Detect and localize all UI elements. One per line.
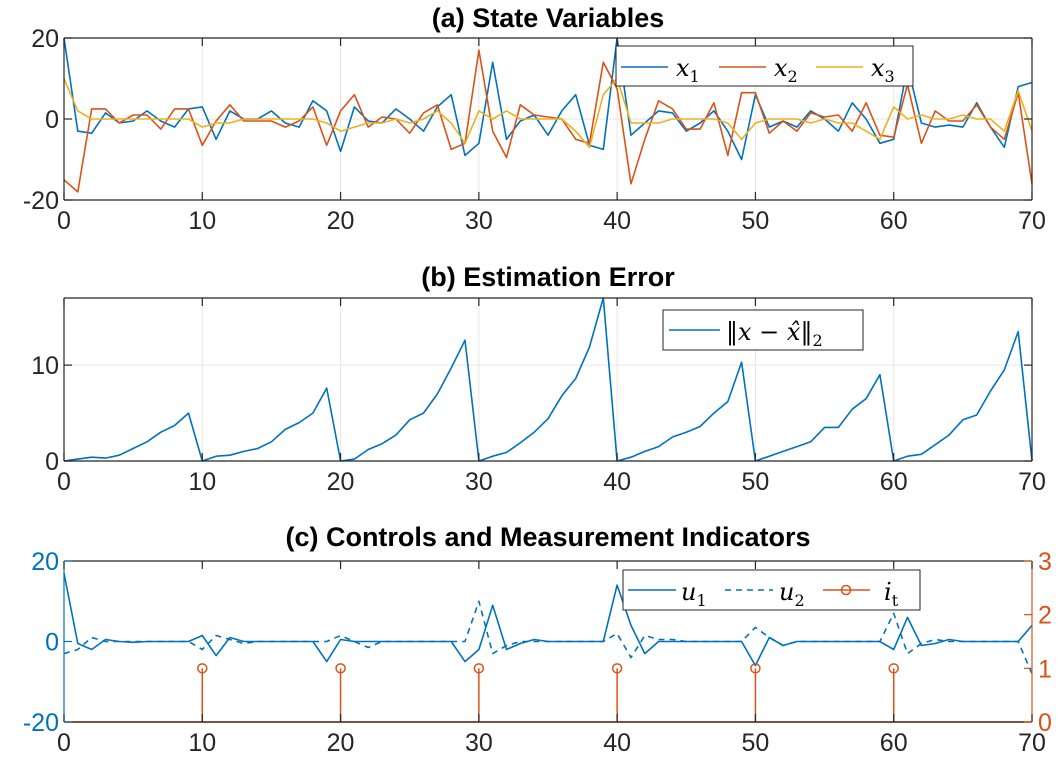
y-tick-label: 0: [45, 629, 59, 657]
panel-a-legend-box: [615, 45, 914, 87]
x-tick-label: 30: [465, 729, 493, 757]
panel-b: (b) Estimation Error 0 10 20 30 40 50 60 70010 …: [31, 262, 1046, 496]
y2-tick-label: 0: [1038, 709, 1052, 737]
series-line-x2: [63, 49, 1033, 193]
series-line-x3: [63, 77, 1033, 149]
y-tick-label: -20: [23, 709, 59, 737]
panel-a-legend: x1 x2 x3: [615, 45, 914, 87]
x-tick-label: 70: [1018, 207, 1046, 235]
x-tick-label: 70: [1018, 729, 1046, 757]
legend-label-x1: x1: [676, 54, 700, 86]
x-tick-label: 20: [327, 729, 355, 757]
x-tick-label: 0: [57, 468, 71, 496]
x-tick-label: 10: [188, 207, 216, 235]
x-tick-label: 0: [57, 207, 71, 235]
legend-label-it: it: [884, 578, 899, 610]
panel-b-title: (b) Estimation Error: [421, 262, 675, 292]
x-tick-label: 10: [188, 729, 216, 757]
x-tick-label: 10: [188, 468, 216, 496]
x-tick-label: 60: [880, 207, 908, 235]
panel-c-legend: u1 u2 it: [622, 569, 921, 611]
panel-c: (c) Controls and Measurement Indicators …: [23, 522, 1052, 757]
series-line-xx2: [63, 297, 1033, 462]
stem-marker-it: [197, 663, 208, 674]
x-tick-label: 60: [880, 468, 908, 496]
y-tick-label: 20: [31, 25, 59, 53]
x-tick-label: 50: [742, 729, 770, 757]
x-tick-label: 40: [603, 207, 631, 235]
legend-label-u1: u1: [681, 578, 707, 610]
panel-c-title: (c) Controls and Measurement Indicators: [285, 522, 810, 552]
x-tick-label: 0: [57, 729, 71, 757]
y-tick-label: 0: [45, 106, 59, 134]
series-line-u2: [63, 600, 1033, 675]
x-tick-label: 40: [603, 468, 631, 496]
y2-tick-label: 2: [1038, 602, 1052, 630]
panel-b-legend: ‖x − x̂‖2: [662, 309, 864, 351]
y-tick-label: 20: [31, 548, 59, 576]
x-tick-label: 50: [742, 468, 770, 496]
y2-tick-label: 1: [1038, 655, 1052, 683]
x-tick-label: 30: [465, 468, 493, 496]
stem-marker-it: [335, 663, 346, 674]
stem-marker-it: [473, 663, 485, 674]
stem-marker-it: [888, 663, 899, 674]
legend-marker-it: [840, 584, 852, 596]
x-tick-label: 70: [1018, 468, 1046, 496]
x-tick-label: 30: [465, 207, 493, 235]
y-tick-label: 0: [45, 448, 59, 476]
legend-label-x3: x3: [871, 54, 895, 86]
legend-label-error: ‖x − x̂‖2: [726, 318, 823, 350]
x-tick-label: 60: [880, 729, 908, 757]
legend-label-x2: x2: [774, 54, 798, 86]
y2-tick-label: 3: [1038, 548, 1052, 576]
x-tick-label: 40: [603, 729, 631, 757]
y-tick-label: 10: [31, 352, 59, 380]
stem-marker-it: [611, 663, 623, 674]
x-tick-label: 20: [327, 207, 355, 235]
x-tick-label: 20: [327, 468, 355, 496]
x-tick-label: 50: [742, 207, 770, 235]
y-tick-label: -20: [23, 187, 59, 215]
panel-a: (a) State Variables 0 10 20 30 40 50 60 70-2002…: [23, 3, 1046, 235]
panel-a-title: (a) State Variables: [432, 3, 665, 33]
series-line-x1: [63, 37, 1033, 161]
stem-marker-it: [750, 663, 761, 674]
legend-label-u2: u2: [779, 578, 805, 610]
